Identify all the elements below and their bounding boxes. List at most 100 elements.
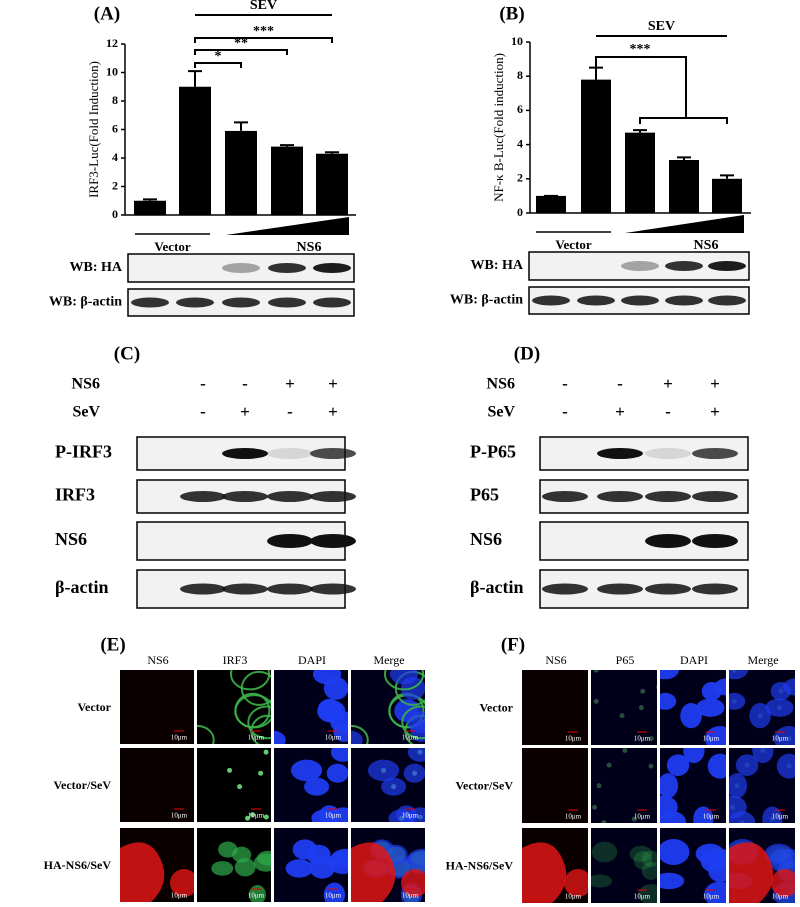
scale-bar-label: 10μm — [171, 734, 188, 742]
nucleus — [285, 859, 313, 878]
nucleus — [773, 726, 795, 745]
nucleus — [729, 692, 746, 710]
treatment-sign: + — [615, 402, 625, 421]
nucleus — [312, 670, 342, 685]
micrograph — [120, 670, 194, 744]
nucleus — [765, 698, 794, 717]
panel-label: (C) — [114, 343, 140, 364]
blot-band — [310, 448, 356, 459]
nucleus — [407, 711, 425, 734]
green-nucleus — [591, 841, 618, 863]
bar — [134, 200, 166, 215]
cell-outline — [383, 670, 425, 691]
y-axis-label: IRF3-Luc(Fold Induction) — [86, 61, 101, 198]
green-spot — [263, 814, 269, 820]
green-spot — [638, 705, 644, 711]
blot-band — [645, 491, 691, 502]
dose-wedge — [625, 215, 744, 233]
green-spot — [592, 804, 598, 810]
ns6-signal — [120, 842, 165, 902]
blot-label: NS6 — [55, 529, 87, 549]
micrograph — [591, 828, 657, 903]
green-spot — [237, 784, 243, 790]
bracket — [639, 117, 728, 124]
y-tick-label: 8 — [112, 93, 118, 107]
row-label: HA-NS6/SeV — [446, 858, 514, 872]
nucleus — [764, 843, 794, 864]
nucleus — [290, 759, 323, 782]
blot-band — [708, 295, 746, 306]
column-header: NS6 — [147, 653, 168, 667]
treatment-sign: + — [710, 402, 720, 421]
scale-bar-label: 10μm — [703, 893, 720, 901]
micrograph — [120, 748, 194, 822]
nucleus — [306, 844, 331, 865]
blot-band — [310, 583, 356, 595]
treatment-sign: - — [200, 374, 206, 393]
blot-band — [310, 491, 356, 502]
group-label: SEV — [250, 0, 277, 13]
blot-band — [222, 297, 260, 308]
blot-band — [692, 448, 738, 459]
scale-bar-label: 10μm — [402, 812, 419, 820]
nucleus — [660, 773, 679, 799]
blot-band — [176, 297, 214, 308]
nucleus — [381, 777, 407, 796]
treatment-sign: + — [240, 402, 250, 421]
treatment-name: SeV — [487, 404, 515, 421]
micrograph — [197, 828, 271, 902]
blot-label: P-P65 — [470, 442, 516, 462]
blot-band — [708, 261, 746, 271]
error-bar — [720, 174, 734, 179]
micrograph — [351, 670, 425, 744]
bar — [712, 178, 742, 213]
nucleus — [735, 754, 759, 776]
column-header: P65 — [616, 653, 635, 667]
scale-bar-label: 10μm — [634, 813, 651, 821]
nucleus — [330, 711, 348, 734]
nucleus — [660, 839, 690, 865]
treatment-sign: - — [617, 374, 623, 393]
green-nucleus — [633, 850, 653, 870]
blot-band — [692, 491, 738, 502]
micrograph — [591, 670, 657, 745]
blot-band — [268, 297, 306, 308]
blot-label: NS6 — [470, 529, 502, 549]
blot-band — [310, 534, 356, 548]
nucleus — [408, 848, 425, 868]
scale-bar-label: 10μm — [772, 813, 789, 821]
blot-band — [313, 263, 351, 273]
nucleus — [704, 726, 726, 745]
nucleus — [707, 753, 726, 779]
micrograph — [522, 828, 588, 903]
blot-band — [222, 448, 268, 459]
blot-label: β-actin — [55, 577, 108, 597]
y-tick-label: 10 — [511, 34, 523, 48]
nucleus — [323, 882, 346, 902]
micrograph — [197, 748, 271, 822]
bar — [581, 79, 611, 214]
green-nucleus — [211, 861, 234, 876]
green-spot — [622, 748, 628, 754]
nucleus — [696, 698, 725, 717]
row-label: Vector — [479, 700, 513, 714]
blot-band — [542, 491, 588, 502]
blot-band — [222, 263, 260, 273]
blot-band — [692, 534, 738, 548]
error-bar — [677, 156, 691, 160]
green-spot — [656, 685, 657, 689]
bar — [536, 195, 566, 213]
micrograph — [660, 748, 726, 823]
nucleus — [660, 670, 679, 680]
row-label: HA-NS6/SeV — [44, 858, 112, 872]
green-spot — [606, 762, 612, 768]
treatment-sign: - — [562, 374, 568, 393]
bracket — [194, 49, 288, 55]
y-tick-label: 2 — [112, 178, 118, 192]
blot-band — [180, 583, 226, 595]
micrograph — [197, 670, 271, 744]
y-tick-label: 4 — [112, 150, 118, 164]
green-spot — [258, 770, 264, 776]
y-tick-label: 6 — [517, 102, 523, 116]
